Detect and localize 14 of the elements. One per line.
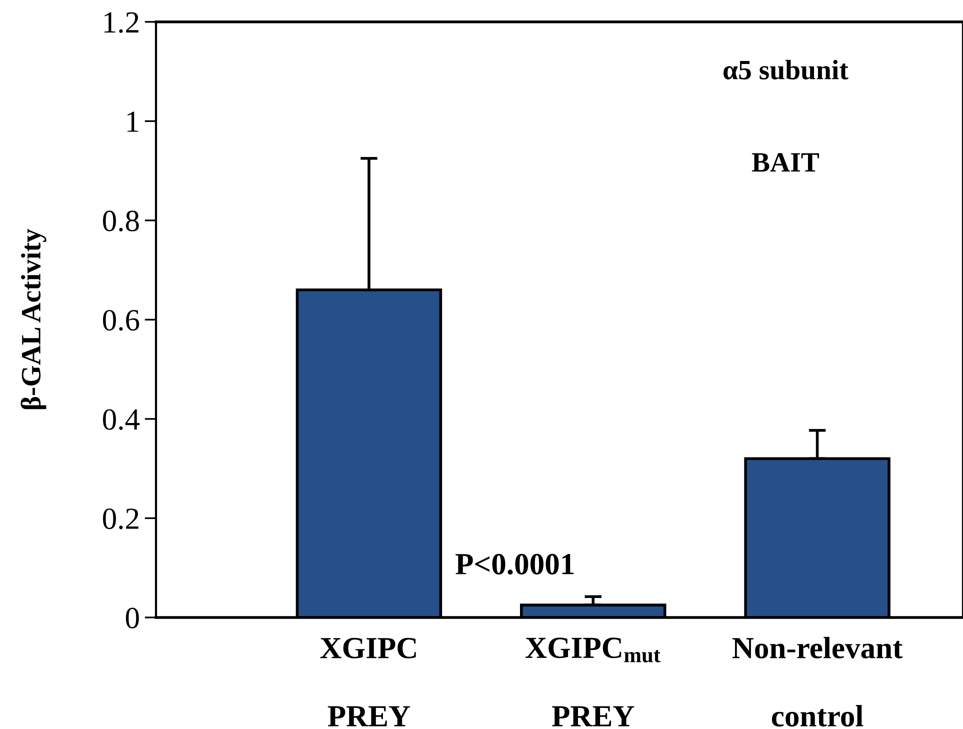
category-label: XGIPC$_{mut}$ PREY — [526, 638, 660, 726]
category-label: Non-relevant control — [732, 636, 903, 727]
annotation: BAIT — [752, 153, 819, 172]
category-label: XGIPC PREY — [320, 638, 416, 726]
y-tick-label: 0 — [126, 608, 139, 628]
y-tick-label: 0.8 — [103, 210, 139, 232]
y-tick-label: 1 — [127, 112, 138, 132]
annotation: P<0.0001 — [456, 554, 574, 575]
y-tick-label: 0.6 — [103, 310, 140, 331]
annotation: α5 subunit — [724, 60, 848, 80]
y-axis-title: β-GAL Activity — [20, 228, 46, 410]
y-tick-label: 0.2 — [103, 508, 138, 530]
y-tick-label: 0.4 — [103, 409, 140, 430]
y-tick-label: 1.2 — [104, 12, 138, 33]
